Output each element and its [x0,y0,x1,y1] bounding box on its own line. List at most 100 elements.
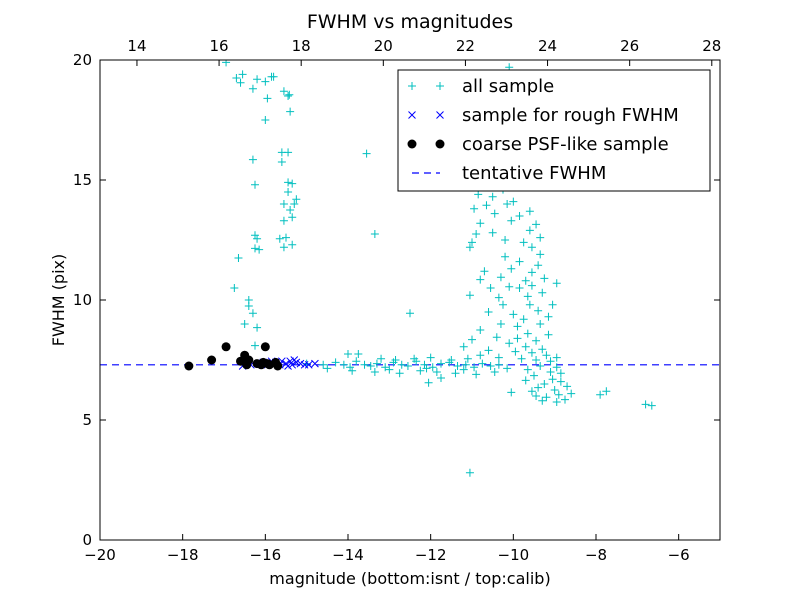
series-0-point-85 [476,275,485,284]
series-0-point-59 [503,200,512,208]
series-0-point-109 [523,329,532,338]
series-0-point-185 [391,356,400,364]
legend-entry-1: sample for rough FWHM [408,105,679,126]
y-tick-label-1: 5 [82,411,92,429]
legend-marker-2b [435,139,445,149]
series-0-point-2 [236,78,245,87]
series-0-point-19 [284,178,293,187]
series-0-point-156 [465,468,474,477]
series-0-point-92 [552,279,561,288]
series-0-point-61 [470,204,479,213]
series-2 [184,342,283,371]
series-0-point-3 [238,70,247,79]
series-0-point-81 [480,267,489,276]
series-0-point-176 [461,360,470,369]
series-0-point-90 [505,282,514,291]
series-0-point-163 [360,360,369,369]
series-1-point-13 [311,359,319,368]
series-0-point-173 [437,359,445,368]
chart-title: FWHM vs magnitudes [307,11,513,33]
series-0-point-95 [494,293,503,302]
series-0-point-1 [232,74,241,82]
series-0-point-74 [536,233,545,242]
series-0-point-113 [532,336,541,345]
series-0-point-75 [527,243,536,252]
top-tick-label-1: 16 [210,37,229,55]
series-0-point-45 [362,149,371,158]
series-0-point-120 [527,348,536,357]
series-2-point-0 [184,361,194,371]
top-tick-label-2: 18 [292,37,311,55]
series-0-point-98 [525,300,534,309]
series-0-point-106 [496,320,505,328]
series-0-point-103 [519,315,528,324]
series-0-point-33 [251,231,259,240]
legend-label-2: coarse PSF-like sample [462,134,669,155]
series-0-point-15 [248,155,257,164]
x-tick-label-3: −14 [332,546,364,564]
series-0-point-131 [552,363,561,372]
series-0-point-145 [567,389,576,398]
series-0-point-183 [354,350,363,358]
series-0-point-148 [552,398,561,406]
series-0-point-78 [501,252,510,261]
legend-entry-0: all sample [408,76,554,97]
series-0-point-107 [513,322,522,331]
series-0-point-111 [492,333,501,342]
series-0-point-179 [486,362,495,370]
series-0-point-192 [370,368,379,376]
x-tick-label-4: −12 [415,546,447,564]
series-0-point-6 [261,77,270,86]
series-0-point-140 [527,387,536,396]
series-0-point-82 [507,264,516,273]
series-0-point-12 [285,90,294,99]
series-0-point-83 [527,268,536,277]
series-0-point-18 [277,158,286,166]
series-0-point-29 [282,233,290,242]
series-0-point-194 [416,366,425,375]
series-0-point-115 [505,339,514,348]
legend-label-3: tentative FWHM [462,163,606,184]
series-0-point-138 [556,377,565,386]
series-0-point-159 [331,358,340,367]
series-0-point-172 [428,363,437,372]
series-2-point-2 [221,342,231,352]
series-0-point-126 [546,357,555,366]
series-0-point-198 [490,368,499,376]
series-0-point-9 [269,72,278,81]
series-2-point-1 [207,355,217,365]
series-0-point-116 [521,342,530,351]
y-axis-label: FWHM (pix) [49,254,68,347]
series-0-point-142 [554,390,563,399]
legend-marker-0a [408,82,416,90]
series-0-point-127 [552,353,561,362]
y-tick-label-2: 10 [73,291,92,309]
series-0-point-119 [511,347,520,356]
y-tick-label-4: 20 [73,51,92,69]
top-tick-label-7: 28 [702,37,721,55]
series-0-point-152 [641,400,650,409]
series-0-point-20 [288,179,297,188]
series-0-point-5 [253,75,262,84]
series-0-point-191 [348,366,357,375]
series-2-point-14 [258,357,268,367]
series-0-point-125 [532,356,541,364]
series-0-point-71 [501,236,510,244]
series-0-point-196 [451,369,460,378]
legend-marker-1a [408,111,416,119]
series-0-point-7 [263,94,272,103]
series-0-point-146 [561,395,569,404]
x-tick-label-2: −16 [250,546,282,564]
series-0-point-58 [509,197,518,206]
series-0-point-141 [563,382,572,391]
legend-box [397,69,711,192]
series-0-point-199 [323,364,332,373]
series-0-point-60 [482,201,491,210]
series-0-point-121 [459,342,468,351]
series-0-point-180 [494,360,503,369]
series-0-point-68 [472,230,481,238]
y-tick-label-0: 0 [82,531,92,549]
series-0-point-164 [366,362,375,370]
legend-label-0: all sample [462,76,554,97]
series-0-point-87 [540,274,549,283]
